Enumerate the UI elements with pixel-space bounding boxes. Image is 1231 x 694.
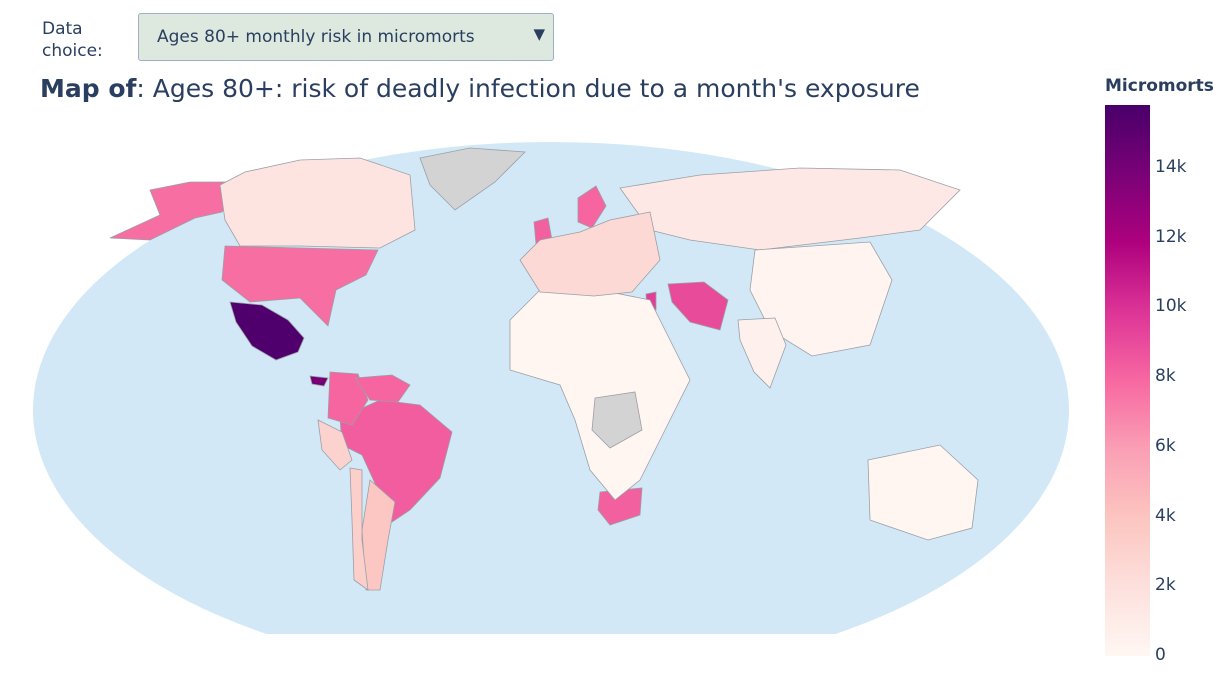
region-honduras[interactable]	[309, 375, 329, 387]
dropdown-selected-value: Ages 80+ monthly risk in micromorts	[157, 27, 475, 47]
region-mexico[interactable]	[229, 301, 305, 361]
colorbar-tick: 10k	[1155, 296, 1187, 317]
region-australia[interactable]	[867, 444, 979, 541]
region-russia[interactable]	[619, 167, 961, 251]
region-chile[interactable]	[349, 467, 369, 591]
map-title: Map of: Ages 80+: risk of deadly infecti…	[40, 74, 920, 103]
colorbar	[1105, 105, 1150, 656]
colorbar-tick: 12k	[1155, 226, 1187, 247]
colorbar-tick: 2k	[1155, 575, 1176, 596]
triangle-down-icon: ▼	[533, 25, 545, 43]
region-alaska[interactable]	[109, 181, 246, 241]
region-venezuela[interactable]	[354, 374, 411, 403]
region-colombia[interactable]	[327, 371, 369, 426]
region-congo[interactable]	[591, 391, 643, 449]
region-peru[interactable]	[317, 419, 353, 471]
region-china[interactable]	[749, 241, 893, 357]
region-south-africa[interactable]	[597, 487, 643, 526]
colorbar-tick: 8k	[1155, 366, 1176, 386]
map-title-text: : Ages 80+: risk of deadly infection due…	[136, 74, 920, 103]
colorbar-tick: 0	[1155, 645, 1166, 665]
region-sweden[interactable]	[577, 185, 607, 229]
data-choice-label: Data choice:	[42, 19, 103, 61]
map-title-prefix: Map of	[40, 74, 137, 103]
data-choice-dropdown[interactable]: Ages 80+ monthly risk in micromorts ▼	[138, 13, 554, 61]
colorbar-title: Micromorts	[1105, 76, 1214, 96]
region-greenland[interactable]	[419, 147, 526, 211]
region-united-states[interactable]	[221, 245, 379, 327]
region-brazil[interactable]	[339, 399, 453, 523]
colorbar-tick: 14k	[1155, 156, 1187, 177]
region-india[interactable]	[737, 317, 787, 389]
region-iran[interactable]	[667, 281, 729, 331]
colorbar-tick: 4k	[1155, 505, 1176, 526]
region-canada[interactable]	[219, 157, 416, 249]
region-europe[interactable]	[519, 211, 661, 297]
colorbar-tick: 6k	[1155, 435, 1176, 456]
